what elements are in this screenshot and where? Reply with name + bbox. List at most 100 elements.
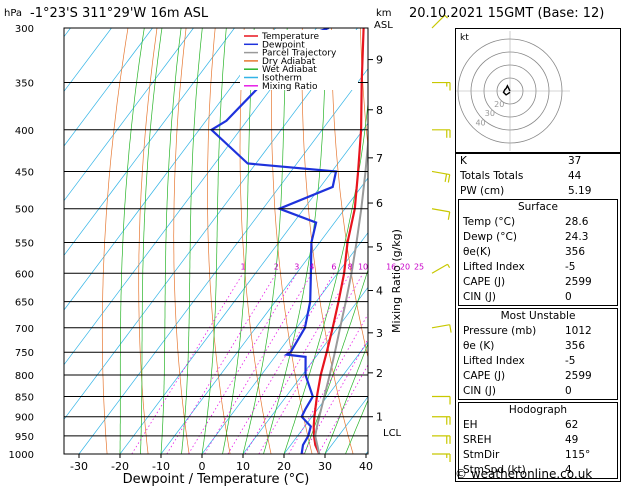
hodograph-index-value: 4 (565, 464, 572, 476)
wet-adiabat-line (201, 28, 227, 454)
indices-top-section: K 37 Totals Totals 44 PW (cm) 5.19 (456, 154, 620, 199)
wind-barb (431, 170, 451, 183)
hodograph-trace (502, 84, 511, 96)
index-row: K 37 (456, 154, 620, 169)
pressure-tick-label: 550 (15, 238, 34, 249)
hodograph-index-value: 115° (565, 449, 591, 461)
dry-adiabat-line (271, 28, 313, 454)
x-tick-label: 40 (359, 460, 373, 473)
wind-barb-half-flag (444, 14, 448, 19)
isotherm-line (201, 232, 368, 454)
pressure-tick-label: 400 (15, 126, 34, 137)
mixing-ratio-axis-label: Mixing Ratio (g/kg) (390, 229, 403, 333)
pressure-tick-label: 900 (15, 413, 34, 424)
surface-value: 356 (565, 246, 586, 258)
wind-barb-flag (447, 211, 451, 220)
hodograph-section: Hodograph EH 62 SREH 49 StmDir 115° StmSpd (kt… (458, 402, 618, 479)
legend-background (240, 30, 358, 90)
most-unstable-title: Most Unstable (500, 310, 576, 322)
location-title: -1°23'S 311°29'W 16m ASL (30, 6, 209, 21)
wet-adiabat-line (160, 28, 182, 454)
km-tick-label: 1 (376, 411, 383, 424)
wind-barb-shaft (431, 263, 448, 274)
surface-value: 0 (565, 291, 572, 303)
mixing-ratio-label: 20 (400, 262, 410, 271)
pressure-tick-label: 1000 (9, 450, 34, 461)
pressure-tick-label: 800 (15, 371, 34, 382)
index-value: 44 (568, 170, 582, 182)
dry-adiabat-line (622, 28, 629, 454)
x-tick-label: 30 (318, 460, 332, 473)
x-axis-label: Dewpoint / Temperature (°C) (123, 472, 310, 486)
legend-entry: Mixing Ratio (262, 82, 318, 92)
surface-row: CAPE (J) 2599 (459, 275, 617, 290)
hodograph-panel: kt 40 30 20 (450, 28, 621, 153)
x-tick-label: 0 (199, 460, 206, 473)
hodograph-index-row: StmDir 115° (459, 448, 617, 463)
mixing-ratio-line (244, 273, 351, 454)
wind-barb-shaft (431, 170, 450, 176)
x-tick-label: -20 (111, 460, 129, 473)
km-label: km (376, 8, 392, 19)
wind-barb-flag (449, 324, 452, 333)
isotherm-line (64, 28, 317, 366)
isotherm-line (119, 122, 368, 454)
km-tick-label: 4 (376, 285, 383, 298)
hodograph-index-label: StmSpd (kt) (463, 464, 526, 476)
isotherm-line (64, 28, 276, 311)
dry-adiabat-line (331, 28, 368, 360)
asl-label: ASL (374, 20, 393, 31)
km-tick-label: 7 (376, 152, 383, 165)
wind-barb (431, 263, 451, 274)
most-unstable-value: 356 (565, 340, 586, 352)
km-tick-label: 5 (376, 241, 383, 254)
mixing-ratio-label: 1 (240, 262, 245, 271)
dry-adiabat-line (207, 28, 231, 454)
x-tick-label: -10 (152, 460, 170, 473)
surface-label: Dewp (°C) (463, 231, 517, 243)
wind-barb-flag (447, 174, 451, 183)
km-tick-label: 6 (376, 197, 383, 210)
pressure-tick-label: 700 (15, 324, 34, 335)
index-label: K (460, 155, 467, 167)
wet-adiabat-line (304, 268, 368, 454)
pressure-tick-label: 750 (15, 348, 34, 359)
surface-section: Surface Temp (°C) 28.6 Dewp (°C) 24.3 θe(K) 3… (458, 199, 618, 306)
legend-entry: Parcel Trajectory (262, 49, 337, 59)
km-tick-label: 9 (376, 54, 383, 67)
wind-barb (432, 435, 451, 444)
isotherm-line (242, 286, 368, 454)
wind-barb (431, 208, 451, 220)
wind-barb-half-flag (447, 263, 451, 269)
pressure-tick-label: 300 (15, 24, 34, 35)
wind-barb (432, 453, 451, 462)
isotherm-line (64, 28, 71, 38)
pressure-tick-label: 500 (15, 205, 34, 216)
wet-adiabat-line (181, 28, 203, 454)
mixing-ratio-line (258, 273, 364, 454)
legend-entry: Temperature (261, 32, 319, 42)
wet-adiabat-line (140, 28, 163, 454)
pressure-tick-label: 950 (15, 432, 34, 443)
hodograph-title: Hodograph (508, 404, 568, 416)
most-unstable-row: Pressure (mb) 1012 (459, 324, 617, 339)
km-tick-label: 2 (376, 367, 383, 380)
hodograph-index-row: SREH 49 (459, 433, 617, 448)
wind-barb-shaft (431, 14, 446, 29)
pressure-tick-label: 350 (15, 79, 34, 90)
most-unstable-row: CIN (J) 0 (459, 384, 617, 399)
mixing-ratio-label: 6 (331, 262, 336, 271)
pressure-tick-label: 450 (15, 167, 34, 178)
surface-label: Lifted Index (463, 261, 525, 273)
hodograph-index-row: StmSpd (kt) 4 (459, 463, 617, 478)
hodograph-index-label: SREH (463, 434, 492, 446)
most-unstable-label: CIN (J) (463, 385, 496, 397)
surface-value: 28.6 (565, 216, 589, 228)
surface-row: CIN (J) 0 (459, 290, 617, 305)
hodograph-ring-label: 40 (475, 119, 485, 128)
hodograph-index-value: 62 (565, 419, 579, 431)
mixing-ratio-label: 8 (348, 262, 353, 271)
mixing-ratio-label: 16 (386, 262, 396, 271)
